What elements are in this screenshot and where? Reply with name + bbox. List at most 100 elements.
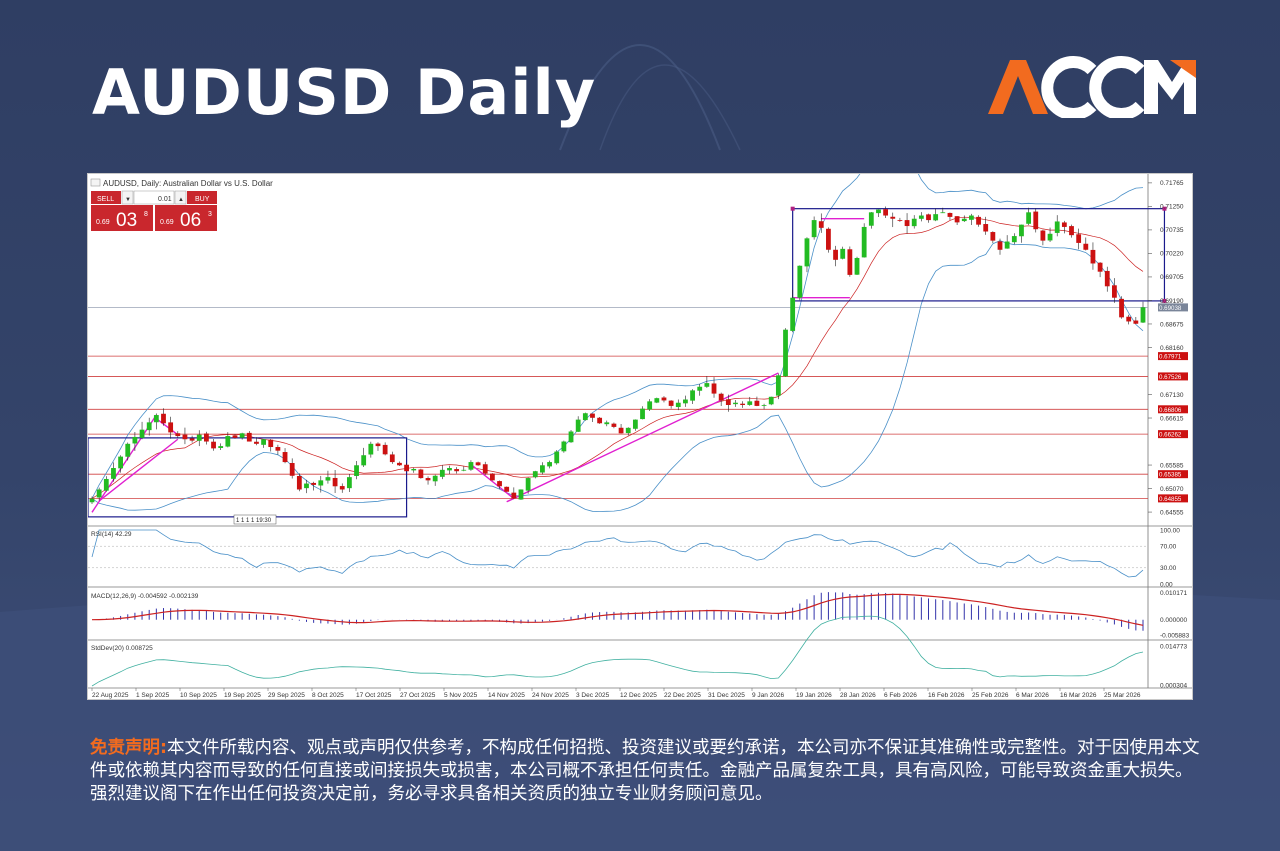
chart-panel[interactable]: 0.67971 0.67526 0.66806 0.66262 0.65385 0.648…	[87, 173, 1193, 700]
candle-body	[890, 216, 896, 219]
candle-body	[1133, 320, 1139, 324]
candle-body	[447, 468, 452, 471]
time-axis: 22 Aug 2025 1 Sep 2025 10 Sep 2025 19 Sep 2…	[91, 688, 1141, 699]
candle-body	[454, 469, 460, 472]
y-tick-label: 0.64555	[1160, 509, 1184, 516]
candle-body	[926, 214, 931, 221]
x-tick-label: 6 Mar 2026	[1016, 692, 1049, 699]
candle-body	[304, 483, 309, 489]
level-value: 0.67526	[1159, 374, 1182, 381]
stddev-tick-label: 0.000304	[1160, 682, 1187, 689]
level-value: 0.67971	[1159, 354, 1182, 361]
candle-body	[411, 468, 417, 471]
sell-button[interactable]	[91, 191, 121, 204]
buy-price-box[interactable]	[155, 205, 217, 231]
candle-body	[168, 422, 174, 433]
candle-body	[482, 464, 488, 474]
bollinger-lower	[91, 240, 1144, 512]
y-tick-label: 0.68160	[1160, 345, 1184, 352]
candle-body	[597, 417, 603, 424]
range-box-right	[792, 208, 1166, 302]
candle-body	[961, 218, 967, 222]
candle-body	[311, 482, 317, 485]
candle-body	[632, 419, 638, 429]
time-marker-label: 1 1 1 1 19:30	[236, 518, 272, 524]
candle-body	[654, 398, 660, 403]
level-tag	[1158, 405, 1188, 414]
candle-body	[1004, 241, 1010, 249]
candle-body	[246, 432, 252, 442]
candle-body	[861, 226, 867, 258]
candle-body	[618, 427, 624, 434]
y-tick-label: 0.65070	[1160, 486, 1184, 493]
symbol-title: AUDUSD, Daily: Australian Dollar vs U.S.…	[103, 179, 273, 188]
level-tag	[1158, 372, 1188, 381]
candle-body	[611, 423, 617, 427]
y-tick-label: 0.69705	[1160, 274, 1184, 281]
candle-body	[153, 415, 159, 423]
rsi-title: RSI(14) 42.29	[91, 531, 132, 538]
candle-body	[1054, 221, 1060, 233]
candle-body	[118, 456, 123, 469]
macd-tick-label: -0.005883	[1160, 633, 1190, 640]
one-click-trading[interactable]: SELL ▼ 0.01 ▲ BUY 0.69 03 8 0.69 06 3	[91, 190, 217, 231]
rsi-tick-label: 70.00	[1160, 544, 1177, 551]
candle-body	[847, 249, 853, 275]
candle-body	[969, 215, 974, 220]
candle-body	[754, 400, 760, 406]
candle-body	[775, 375, 781, 396]
candle-body	[740, 403, 746, 406]
trend-line	[91, 414, 157, 513]
x-tick-label: 19 Jan 2026	[796, 692, 832, 699]
candle-body	[790, 297, 796, 331]
y-tick-label: 0.65585	[1160, 462, 1184, 469]
rsi-tick-label: 0.00	[1160, 581, 1173, 588]
candle-body	[797, 265, 803, 298]
sell-price-box[interactable]	[91, 205, 153, 231]
y-tick-label: 0.70735	[1160, 227, 1184, 234]
candle-body	[382, 444, 388, 455]
level-value: 0.66262	[1159, 432, 1182, 439]
candle-body	[661, 397, 667, 401]
candle-body	[918, 215, 924, 219]
x-tick-label: 1 Sep 2025	[136, 692, 170, 699]
candle-body	[404, 464, 409, 472]
candle-body	[161, 413, 166, 424]
candle-body	[397, 462, 402, 466]
trading-chart[interactable]: 0.67971 0.67526 0.66806 0.66262 0.65385 0.648…	[88, 174, 1193, 700]
candle-body	[489, 473, 495, 481]
lot-input[interactable]	[133, 190, 175, 205]
y-tick-label: 0.71250	[1160, 204, 1184, 211]
level-value: 0.64855	[1159, 496, 1182, 503]
candle-body	[125, 443, 131, 457]
range-box-left	[88, 437, 408, 518]
chart-overlays	[88, 174, 1167, 518]
buy-button[interactable]	[187, 191, 217, 204]
candle-body	[203, 433, 209, 442]
candle-body	[182, 434, 188, 440]
macd-signal	[91, 593, 1144, 626]
candle-body	[840, 248, 846, 259]
candle-body	[826, 228, 831, 250]
candle-body	[718, 393, 724, 401]
candle-body	[761, 405, 767, 406]
x-tick-label: 9 Jan 2026	[752, 692, 785, 699]
level-tag	[1158, 494, 1188, 503]
lot-increase-button[interactable]	[174, 190, 187, 205]
trend-line	[98, 438, 179, 502]
candle-body	[461, 469, 467, 471]
candle-body	[604, 422, 610, 425]
x-tick-label: 22 Aug 2025	[92, 692, 129, 699]
lot-decrease-button[interactable]	[121, 190, 134, 205]
candle-body	[675, 402, 681, 408]
stddev-tick-label: 0.014773	[1160, 643, 1187, 650]
candle-body	[289, 463, 295, 476]
y-tick-label: 0.68675	[1160, 321, 1184, 328]
candle-body	[1076, 234, 1082, 243]
x-tick-label: 10 Sep 2025	[180, 692, 217, 699]
candle-body	[854, 257, 860, 275]
candle-body	[211, 441, 216, 449]
candle-body	[568, 431, 574, 443]
moving-average	[91, 216, 1144, 499]
candle-body	[668, 400, 674, 406]
